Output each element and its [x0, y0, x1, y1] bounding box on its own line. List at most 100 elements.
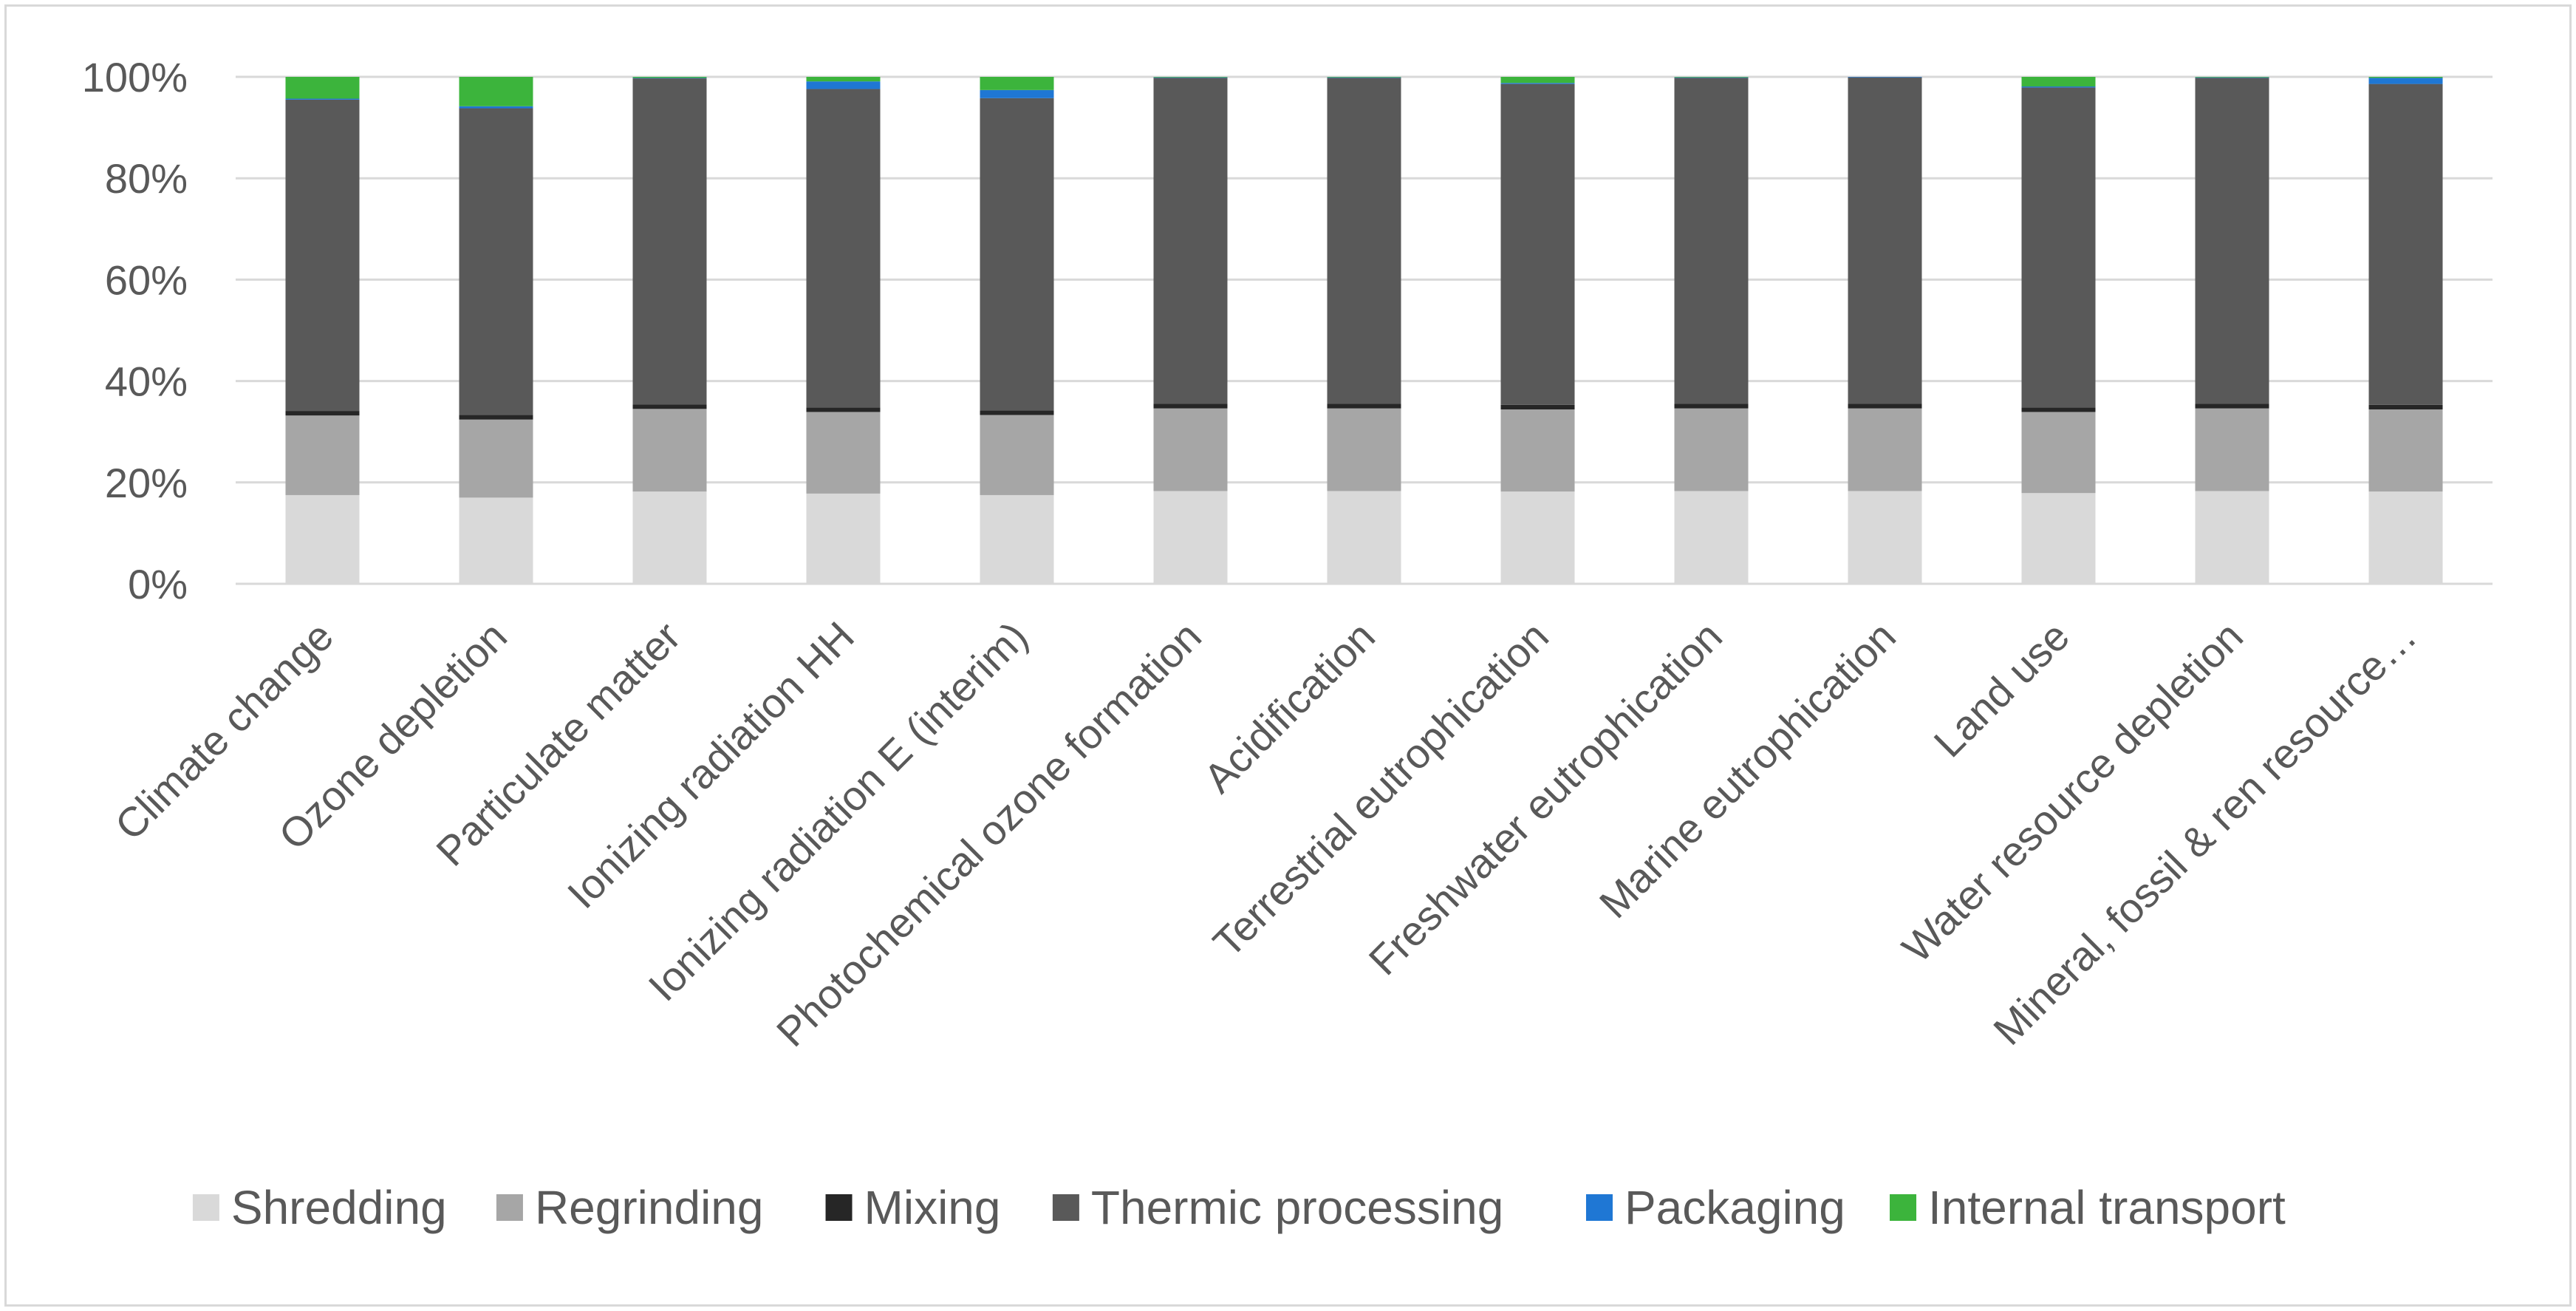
bar-segment-regrinding — [1674, 408, 1749, 491]
bar-segment-internal-transport — [2368, 77, 2443, 78]
bar-segment-regrinding — [806, 412, 881, 494]
bar-segment-regrinding — [2368, 409, 2443, 492]
legend-item-regrinding: Regrinding — [496, 1181, 763, 1234]
bar-segment-thermic-processing — [459, 108, 533, 415]
bar-segment-packaging — [980, 89, 1054, 98]
bar-segment-mixing — [2368, 404, 2443, 410]
bar-segment-mixing — [459, 415, 533, 420]
bar-segment-internal-transport — [1327, 77, 1401, 78]
legend-item-packaging: Packaging — [1585, 1181, 1845, 1234]
bar-segment-mixing — [2021, 407, 2096, 412]
bar-segment-packaging — [1848, 77, 1922, 78]
bar-segment-thermic-processing — [1848, 77, 1922, 404]
bar-segment-thermic-processing — [980, 98, 1054, 411]
bar-segment-packaging — [2021, 86, 2096, 88]
bar-segment-thermic-processing — [2195, 78, 2269, 404]
bar-segment-internal-transport — [632, 77, 707, 78]
y-tick-label: 100% — [82, 54, 188, 101]
bar-segment-shredding — [285, 494, 360, 584]
legend-swatch — [192, 1194, 219, 1221]
bar-segment-regrinding — [632, 409, 707, 492]
bar-group-land-use — [2021, 77, 2096, 584]
bar-segment-packaging — [2368, 78, 2443, 84]
legend-item-thermic-processing: Thermic processing — [1052, 1181, 1503, 1234]
legend-swatch — [1585, 1194, 1613, 1221]
bar-segment-thermic-processing — [806, 89, 881, 408]
bar-segment-internal-transport — [1500, 77, 1575, 84]
bar-segment-mixing — [2195, 403, 2269, 409]
bar-segment-thermic-processing — [1674, 78, 1749, 404]
legend: Shredding Regrinding Mixing Thermic process… — [192, 1181, 2286, 1234]
bar-group-terrestrial-eutrophication — [1500, 77, 1575, 584]
bar-group-mineral-fossil-ren-resource — [2368, 77, 2443, 584]
bar-segment-shredding — [2021, 493, 2096, 584]
category-label: Acidification — [1195, 613, 1384, 802]
category-label: Water resource depletion — [1893, 613, 2252, 971]
legend-swatch — [496, 1194, 523, 1221]
bar-group-ionizing-radiation-hh — [806, 77, 881, 584]
bar-segment-thermic-processing — [1153, 78, 1228, 404]
bar-segment-shredding — [1500, 491, 1575, 584]
bar-group-particulate-matter — [632, 77, 707, 584]
bar-segment-shredding — [1153, 491, 1228, 584]
bar-segment-mixing — [1500, 404, 1575, 410]
bar-segment-regrinding — [285, 415, 360, 495]
bar-segment-packaging — [1500, 83, 1575, 84]
bar-segment-regrinding — [1153, 408, 1228, 491]
bar-segment-internal-transport — [2195, 77, 2269, 78]
bar-segment-internal-transport — [980, 77, 1054, 90]
bar-segment-shredding — [2195, 491, 2269, 584]
bar-segment-mixing — [1848, 403, 1922, 409]
bar-segment-mixing — [1327, 403, 1401, 409]
category-label: Terrestrial eutrophication — [1204, 613, 1557, 966]
bar-segment-thermic-processing — [1327, 78, 1401, 404]
bar-segment-shredding — [980, 494, 1054, 584]
bar-segment-internal-transport — [1153, 77, 1228, 78]
bar-segment-regrinding — [2195, 408, 2269, 491]
legend-label: Packaging — [1624, 1181, 1845, 1234]
y-tick-label: 60% — [105, 256, 188, 303]
legend-swatch — [1890, 1194, 1917, 1221]
legend-label: Internal transport — [1928, 1181, 2286, 1234]
bar-group-climate-change — [285, 77, 360, 584]
bar-segment-regrinding — [1327, 408, 1401, 491]
bar-segment-thermic-processing — [2368, 84, 2443, 405]
bar-segment-shredding — [632, 491, 707, 584]
legend-label: Thermic processing — [1091, 1181, 1503, 1234]
bar-segment-regrinding — [2021, 412, 2096, 494]
bar-segment-mixing — [1674, 403, 1749, 409]
category-label: Ionizing radiation E (interim) — [639, 613, 1036, 1010]
bar-segment-thermic-processing — [1500, 84, 1575, 405]
bar-segment-thermic-processing — [2021, 87, 2096, 408]
bar-segment-shredding — [1674, 491, 1749, 584]
y-tick-label: 80% — [105, 155, 188, 202]
legend-swatch — [825, 1194, 853, 1221]
bar-segment-thermic-processing — [285, 99, 360, 412]
bar-segment-regrinding — [459, 419, 533, 498]
bar-segment-shredding — [1327, 491, 1401, 584]
legend-item-mixing: Mixing — [825, 1181, 1001, 1234]
category-label: Land use — [1924, 613, 2077, 766]
bar-segment-shredding — [1848, 491, 1922, 584]
bar-group-acidification — [1327, 77, 1401, 584]
bar-segment-mixing — [980, 410, 1054, 415]
bar-segment-internal-transport — [1674, 77, 1749, 78]
bar-segment-shredding — [459, 497, 533, 584]
bar-segment-internal-transport — [459, 77, 533, 106]
category-label: Ionizing radiation HH — [558, 613, 863, 917]
legend-item-internal-transport: Internal transport — [1890, 1181, 2286, 1234]
bar-group-marine-eutrophication — [1848, 77, 1922, 584]
bar-segment-thermic-processing — [632, 78, 707, 405]
bar-segment-packaging — [806, 81, 881, 89]
legend-label: Mixing — [864, 1181, 1001, 1234]
bar-segment-packaging — [285, 98, 360, 100]
bar-group-water-resource-depletion — [2195, 77, 2269, 584]
bar-segment-internal-transport — [806, 77, 881, 82]
bar-segment-internal-transport — [2021, 77, 2096, 87]
legend-item-shredding: Shredding — [192, 1181, 447, 1234]
bar-segment-packaging — [459, 106, 533, 109]
bar-group-freshwater-eutrophication — [1674, 77, 1749, 584]
bar-group-ionizing-radiation-e-interim — [980, 77, 1054, 584]
bar-segment-regrinding — [1500, 409, 1575, 492]
